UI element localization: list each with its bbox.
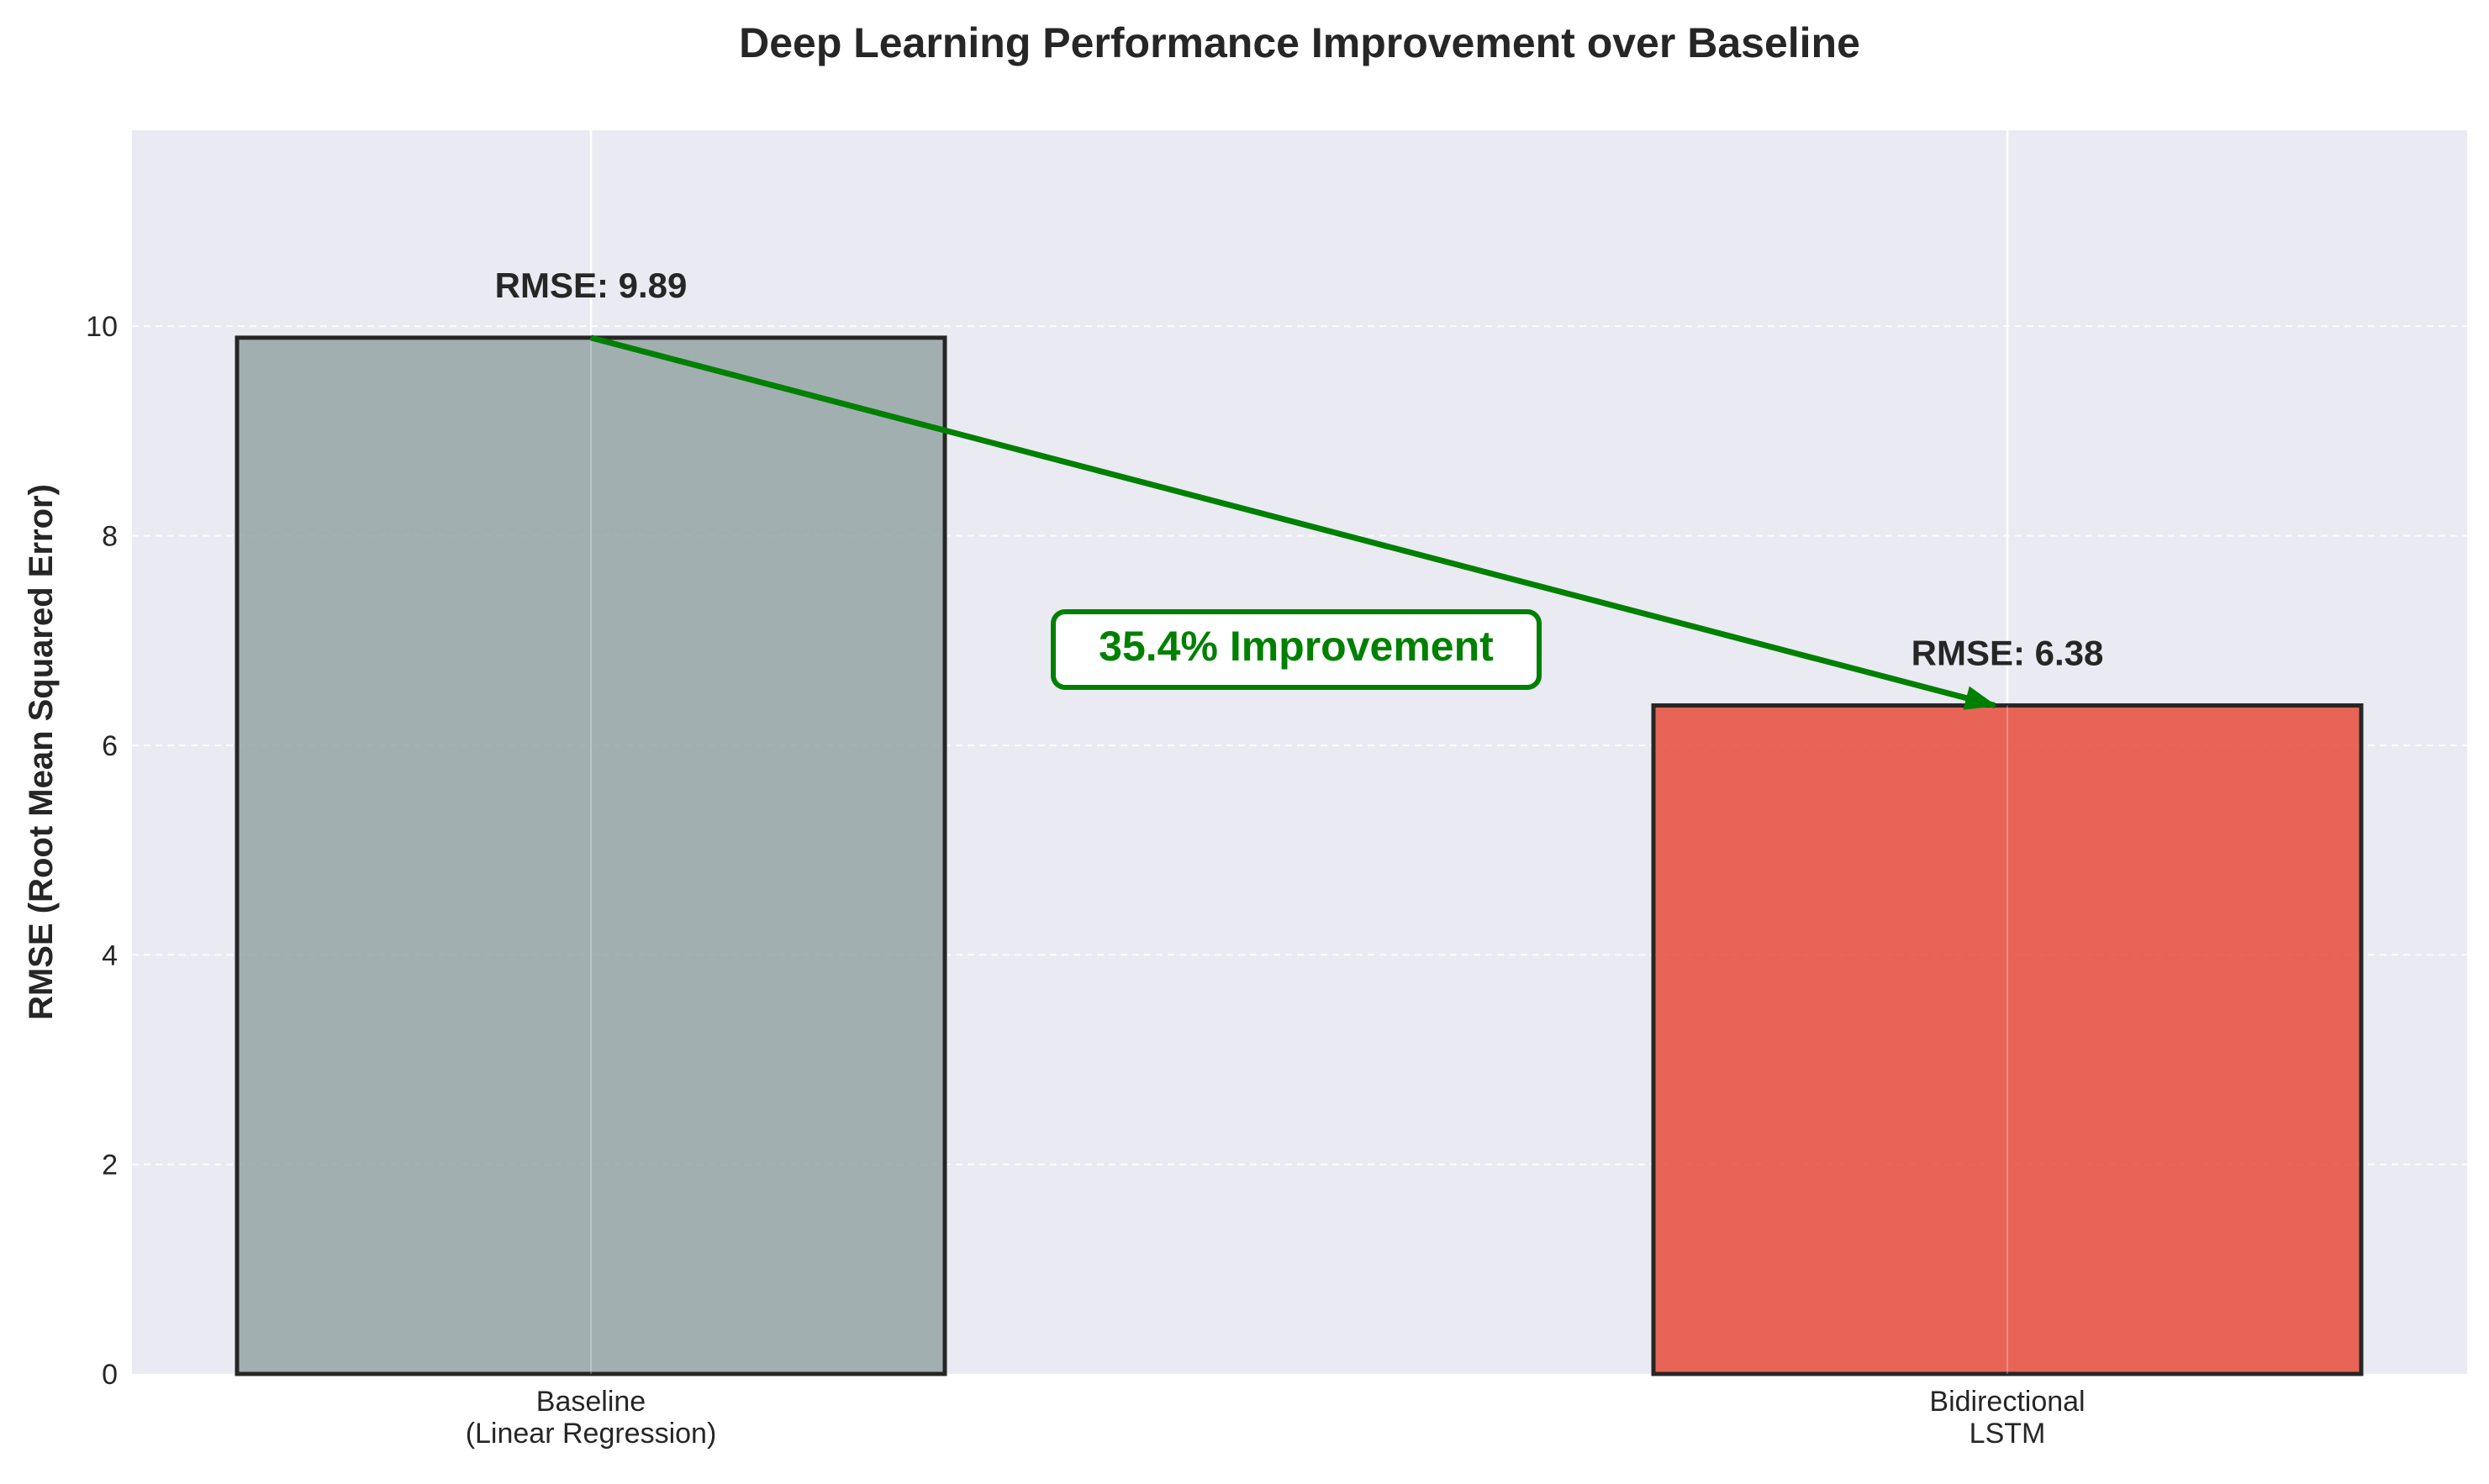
arrow-head — [1963, 686, 1997, 710]
y-axis-ticks: 0 2 4 6 8 10 — [86, 311, 118, 1391]
y-axis-label: RMSE (Root Mean Squared Error) — [23, 484, 60, 1020]
y-tick-label: 6 — [102, 730, 118, 762]
bar — [235, 335, 947, 1376]
y-tick-label: 10 — [86, 311, 118, 343]
value-labels: RMSE: 9.89 RMSE: 6.38 — [495, 266, 2104, 673]
chart-title: Deep Learning Performance Improvement ov… — [739, 19, 1860, 66]
bars — [235, 335, 2364, 1376]
y-tick-label: 4 — [102, 939, 118, 971]
x-tick-label: (Linear Regression) — [466, 1418, 717, 1450]
value-label: RMSE: 9.89 — [495, 266, 688, 305]
value-label: RMSE: 6.38 — [1912, 634, 2104, 673]
y-tick-label: 8 — [102, 521, 118, 553]
x-tick-label: Bidirectional — [1929, 1386, 2085, 1418]
improvement-box — [1051, 609, 1542, 690]
bar — [1651, 703, 2364, 1376]
x-tick-label: LSTM — [1970, 1418, 2046, 1450]
x-tick-label: Baseline — [536, 1386, 646, 1418]
x-axis-ticks: Baseline(Linear Regression) Bidirectional… — [466, 1386, 2086, 1450]
improvement-arrow — [590, 334, 1996, 708]
improvement-annotation: 35.4% Improvement — [590, 334, 1997, 710]
y-tick-label: 0 — [102, 1359, 118, 1391]
improvement-label: 35.4% Improvement — [1099, 623, 1494, 670]
y-tick-label: 2 — [102, 1150, 118, 1181]
